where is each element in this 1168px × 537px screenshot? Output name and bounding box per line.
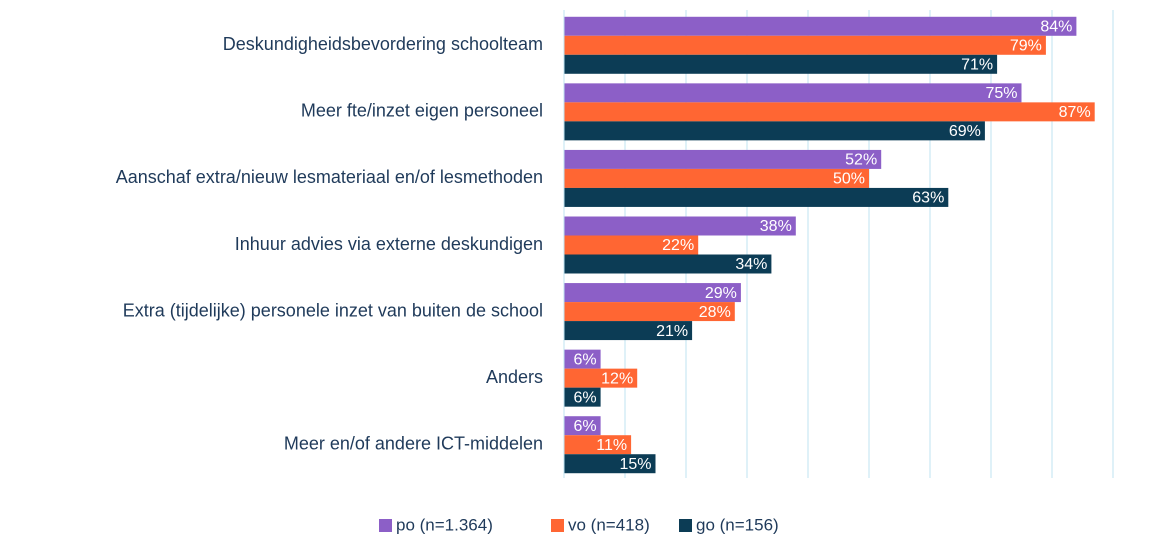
value-label: 28% (699, 304, 731, 321)
legend-label: vo (n=418) (568, 515, 650, 534)
category-label: Deskundigheidsbevordering schoolteam (223, 34, 543, 54)
value-label: 84% (1040, 19, 1072, 36)
category-label: Meer en/of andere ICT-middelen (284, 433, 543, 453)
bar (564, 435, 632, 455)
bar (564, 254, 772, 274)
value-label: 6% (573, 418, 596, 435)
bar (564, 454, 656, 474)
value-label: 6% (573, 389, 596, 406)
bar (564, 168, 869, 188)
value-label: 22% (662, 237, 694, 254)
value-label: 11% (596, 437, 627, 454)
bar (564, 54, 998, 74)
bar (564, 35, 1046, 55)
bar (564, 387, 601, 407)
value-label: 29% (705, 285, 737, 302)
bar (564, 283, 741, 303)
value-label: 6% (573, 351, 596, 368)
value-label: 63% (912, 190, 944, 207)
legend-label: go (n=156) (696, 515, 779, 534)
value-label: 34% (735, 256, 767, 273)
bar (564, 149, 882, 169)
value-label: 12% (601, 370, 633, 387)
value-label: 79% (1010, 38, 1042, 55)
legend-label: po (n=1.364) (396, 515, 493, 534)
value-label: 75% (985, 85, 1017, 102)
bar (564, 349, 601, 369)
category-label: Extra (tijdelijke) personele inzet van b… (123, 300, 543, 320)
bar (564, 235, 699, 255)
value-label: 52% (845, 152, 877, 169)
value-label: 15% (619, 456, 651, 473)
bar (564, 321, 693, 341)
legend-swatch (379, 519, 392, 532)
category-label: Inhuur advies via externe deskundigen (235, 234, 543, 254)
value-label: 87% (1059, 104, 1091, 121)
legend-swatch (551, 519, 564, 532)
value-label: 38% (760, 218, 792, 235)
bar (564, 302, 735, 322)
bar (564, 216, 796, 236)
bar (564, 16, 1077, 36)
value-label: 71% (961, 57, 993, 74)
bar (564, 416, 601, 436)
category-label: Anders (486, 367, 543, 387)
value-label: 50% (833, 171, 865, 188)
value-label: 21% (656, 323, 688, 340)
bar (564, 83, 1022, 103)
bar (564, 102, 1095, 122)
category-label: Meer fte/inzet eigen personeel (301, 101, 543, 121)
bar (564, 187, 949, 207)
bar (564, 368, 638, 388)
bar (564, 121, 985, 141)
value-label: 69% (949, 123, 981, 140)
category-label: Aanschaf extra/nieuw lesmateriaal en/of … (116, 167, 543, 187)
legend-swatch (679, 519, 692, 532)
